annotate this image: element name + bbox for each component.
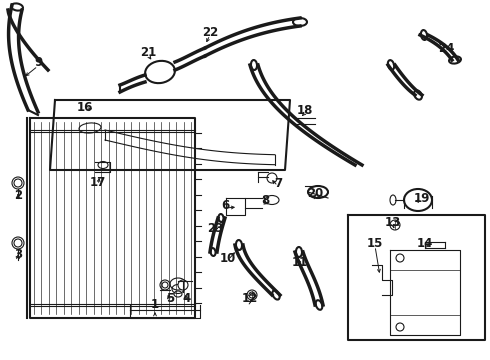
Circle shape [267, 173, 277, 183]
Circle shape [247, 290, 257, 300]
Text: 16: 16 [77, 100, 93, 113]
Text: 13: 13 [385, 216, 401, 229]
Ellipse shape [11, 3, 23, 10]
Text: 18: 18 [297, 104, 313, 117]
Text: 6: 6 [221, 198, 229, 212]
Ellipse shape [296, 247, 302, 257]
Circle shape [390, 220, 400, 230]
Text: 21: 21 [140, 45, 156, 59]
Text: 24: 24 [438, 41, 454, 54]
Text: 8: 8 [261, 194, 269, 207]
Circle shape [396, 254, 404, 262]
Text: 17: 17 [90, 176, 106, 189]
Text: 23: 23 [207, 221, 223, 234]
Ellipse shape [272, 291, 280, 300]
Ellipse shape [145, 61, 175, 83]
Circle shape [12, 177, 24, 189]
Circle shape [14, 179, 22, 187]
Circle shape [12, 237, 24, 249]
Text: 4: 4 [183, 292, 191, 305]
Text: 10: 10 [220, 252, 236, 265]
Ellipse shape [293, 18, 307, 26]
Ellipse shape [421, 30, 427, 40]
Text: 14: 14 [417, 237, 433, 249]
Ellipse shape [265, 195, 279, 204]
Ellipse shape [308, 186, 328, 198]
Text: 7: 7 [274, 176, 282, 189]
Text: 19: 19 [414, 192, 430, 204]
Text: 11: 11 [292, 256, 308, 269]
Circle shape [162, 282, 168, 288]
Ellipse shape [390, 195, 396, 205]
Circle shape [14, 239, 22, 247]
Ellipse shape [236, 240, 242, 250]
Ellipse shape [388, 60, 394, 70]
Ellipse shape [316, 300, 322, 310]
Text: 9: 9 [34, 55, 42, 68]
Circle shape [249, 292, 255, 298]
Ellipse shape [404, 189, 432, 211]
Circle shape [160, 280, 170, 290]
Text: 20: 20 [307, 186, 323, 199]
Text: 5: 5 [166, 292, 174, 305]
Text: 12: 12 [242, 292, 258, 305]
Ellipse shape [219, 214, 223, 222]
Ellipse shape [449, 57, 461, 64]
Ellipse shape [414, 90, 422, 100]
Text: 3: 3 [14, 248, 22, 261]
Text: 2: 2 [14, 189, 22, 202]
Text: 15: 15 [367, 237, 383, 249]
Text: 22: 22 [202, 26, 218, 39]
Ellipse shape [251, 60, 257, 70]
Text: 1: 1 [151, 298, 159, 311]
Circle shape [178, 280, 188, 290]
Circle shape [396, 323, 404, 331]
Ellipse shape [210, 248, 216, 256]
